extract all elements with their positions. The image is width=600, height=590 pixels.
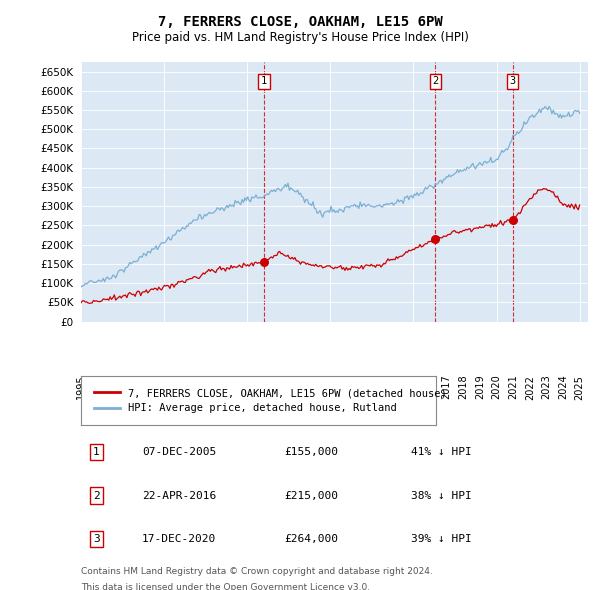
Text: 3: 3 bbox=[509, 76, 515, 86]
Text: 1: 1 bbox=[261, 76, 267, 86]
Text: This data is licensed under the Open Government Licence v3.0.: This data is licensed under the Open Gov… bbox=[81, 584, 370, 590]
Text: £155,000: £155,000 bbox=[284, 447, 338, 457]
Text: 2: 2 bbox=[93, 491, 100, 500]
Text: £264,000: £264,000 bbox=[284, 534, 338, 544]
Text: 1: 1 bbox=[93, 447, 100, 457]
Text: 3: 3 bbox=[93, 534, 100, 544]
Text: 17-DEC-2020: 17-DEC-2020 bbox=[142, 534, 216, 544]
Text: 2: 2 bbox=[432, 76, 439, 86]
Text: 41% ↓ HPI: 41% ↓ HPI bbox=[410, 447, 472, 457]
Text: Price paid vs. HM Land Registry's House Price Index (HPI): Price paid vs. HM Land Registry's House … bbox=[131, 31, 469, 44]
Text: 07-DEC-2005: 07-DEC-2005 bbox=[142, 447, 216, 457]
Point bbox=[508, 215, 517, 225]
Text: 38% ↓ HPI: 38% ↓ HPI bbox=[410, 491, 472, 500]
Text: Contains HM Land Registry data © Crown copyright and database right 2024.: Contains HM Land Registry data © Crown c… bbox=[81, 568, 433, 576]
Text: 22-APR-2016: 22-APR-2016 bbox=[142, 491, 216, 500]
Point bbox=[430, 234, 440, 244]
Text: £215,000: £215,000 bbox=[284, 491, 338, 500]
Point bbox=[259, 257, 269, 267]
Legend: 7, FERRERS CLOSE, OAKHAM, LE15 6PW (detached house), HPI: Average price, detache: 7, FERRERS CLOSE, OAKHAM, LE15 6PW (deta… bbox=[90, 384, 451, 417]
Text: 39% ↓ HPI: 39% ↓ HPI bbox=[410, 534, 472, 544]
Text: 7, FERRERS CLOSE, OAKHAM, LE15 6PW: 7, FERRERS CLOSE, OAKHAM, LE15 6PW bbox=[158, 15, 442, 29]
